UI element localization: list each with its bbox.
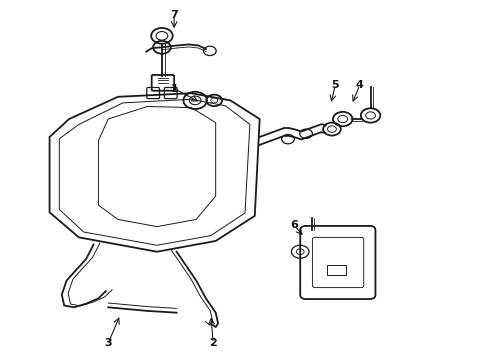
Text: 1: 1 xyxy=(171,84,178,94)
Text: 6: 6 xyxy=(290,220,298,230)
Text: 7: 7 xyxy=(171,10,178,20)
Text: 5: 5 xyxy=(332,80,339,90)
Text: 2: 2 xyxy=(209,338,217,348)
Text: 4: 4 xyxy=(356,80,364,90)
Bar xyxy=(327,265,346,275)
Text: 3: 3 xyxy=(104,338,112,348)
